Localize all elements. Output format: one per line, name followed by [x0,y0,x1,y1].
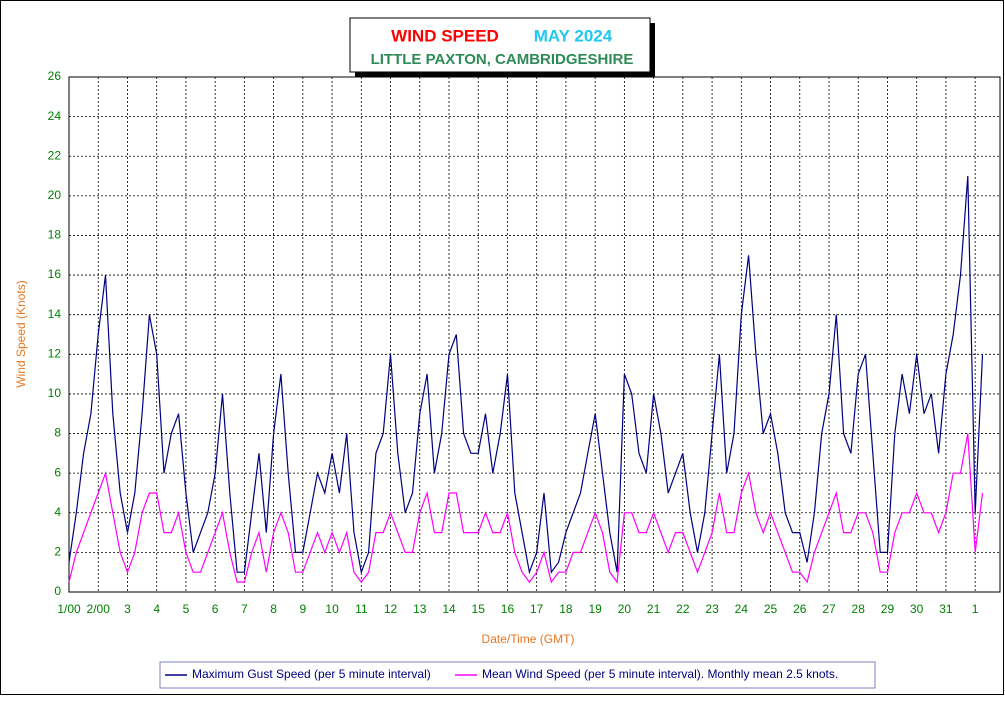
x-tick-label: 4 [153,602,160,616]
x-tick-label: 3 [124,602,131,616]
x-tick-label: 24 [735,602,749,616]
title-box [349,17,651,73]
y-tick-label: 18 [48,228,62,242]
x-tick-label: 28 [852,602,866,616]
x-tick-label: 17 [530,602,544,616]
x-tick-label: 7 [241,602,248,616]
x-tick-label: 10 [325,602,339,616]
x-tick-label: 27 [822,602,836,616]
x-tick-label: 26 [793,602,807,616]
plot-area [68,76,1001,593]
x-tick-label: 9 [300,602,307,616]
y-tick-label: 24 [48,109,62,123]
y-axis-label: Wind Speed (Knots) [14,280,28,387]
x-tick-label: 11 [355,602,368,616]
x-tick-label: 16 [501,602,515,616]
x-tick-label: 19 [588,602,602,616]
x-tick-label: 20 [618,602,632,616]
chart-period: MAY 2024 [534,26,613,45]
x-tick-label: 21 [647,602,661,616]
x-tick-label: 5 [183,602,190,616]
chart-title: WIND SPEED [391,26,499,45]
x-tick-label: 1/00 [57,602,81,616]
y-tick-label: 16 [48,267,62,281]
x-tick-label: 1 [972,602,979,616]
x-tick-label: 30 [910,602,924,616]
series-line [68,175,984,575]
legend-box [159,661,876,689]
x-tick-label: 8 [270,602,277,616]
x-tick-label: 12 [384,602,398,616]
x-tick-label: 22 [676,602,690,616]
y-tick-label: 0 [54,584,61,598]
x-tick-label: 25 [764,602,778,616]
legend-label: Mean Wind Speed (per 5 minute interval).… [482,667,838,681]
x-tick-label: 31 [939,602,953,616]
x-tick-label: 15 [472,602,486,616]
y-tick-label: 26 [48,69,62,83]
y-tick-label: 8 [54,426,61,440]
y-tick-label: 4 [54,505,61,519]
y-tick-label: 2 [54,545,61,559]
x-tick-label: 6 [212,602,219,616]
series-line [68,433,984,584]
x-axis-label: Date/Time (GMT) [482,632,575,646]
x-tick-label: 29 [881,602,895,616]
x-tick-label: 23 [705,602,719,616]
y-tick-label: 12 [48,346,62,360]
chart-subtitle: LITTLE PAXTON, CAMBRIDGESHIRE [371,51,634,68]
x-tick-label: 18 [559,602,573,616]
legend-label: Maximum Gust Speed (per 5 minute interva… [192,667,431,681]
y-tick-label: 6 [54,465,61,479]
x-tick-label: 14 [442,602,456,616]
y-tick-label: 14 [48,307,62,321]
x-tick-label: 2/00 [87,602,111,616]
y-tick-label: 10 [48,386,62,400]
x-tick-label: 13 [413,602,427,616]
y-tick-label: 22 [48,148,62,162]
y-tick-label: 20 [48,188,62,202]
